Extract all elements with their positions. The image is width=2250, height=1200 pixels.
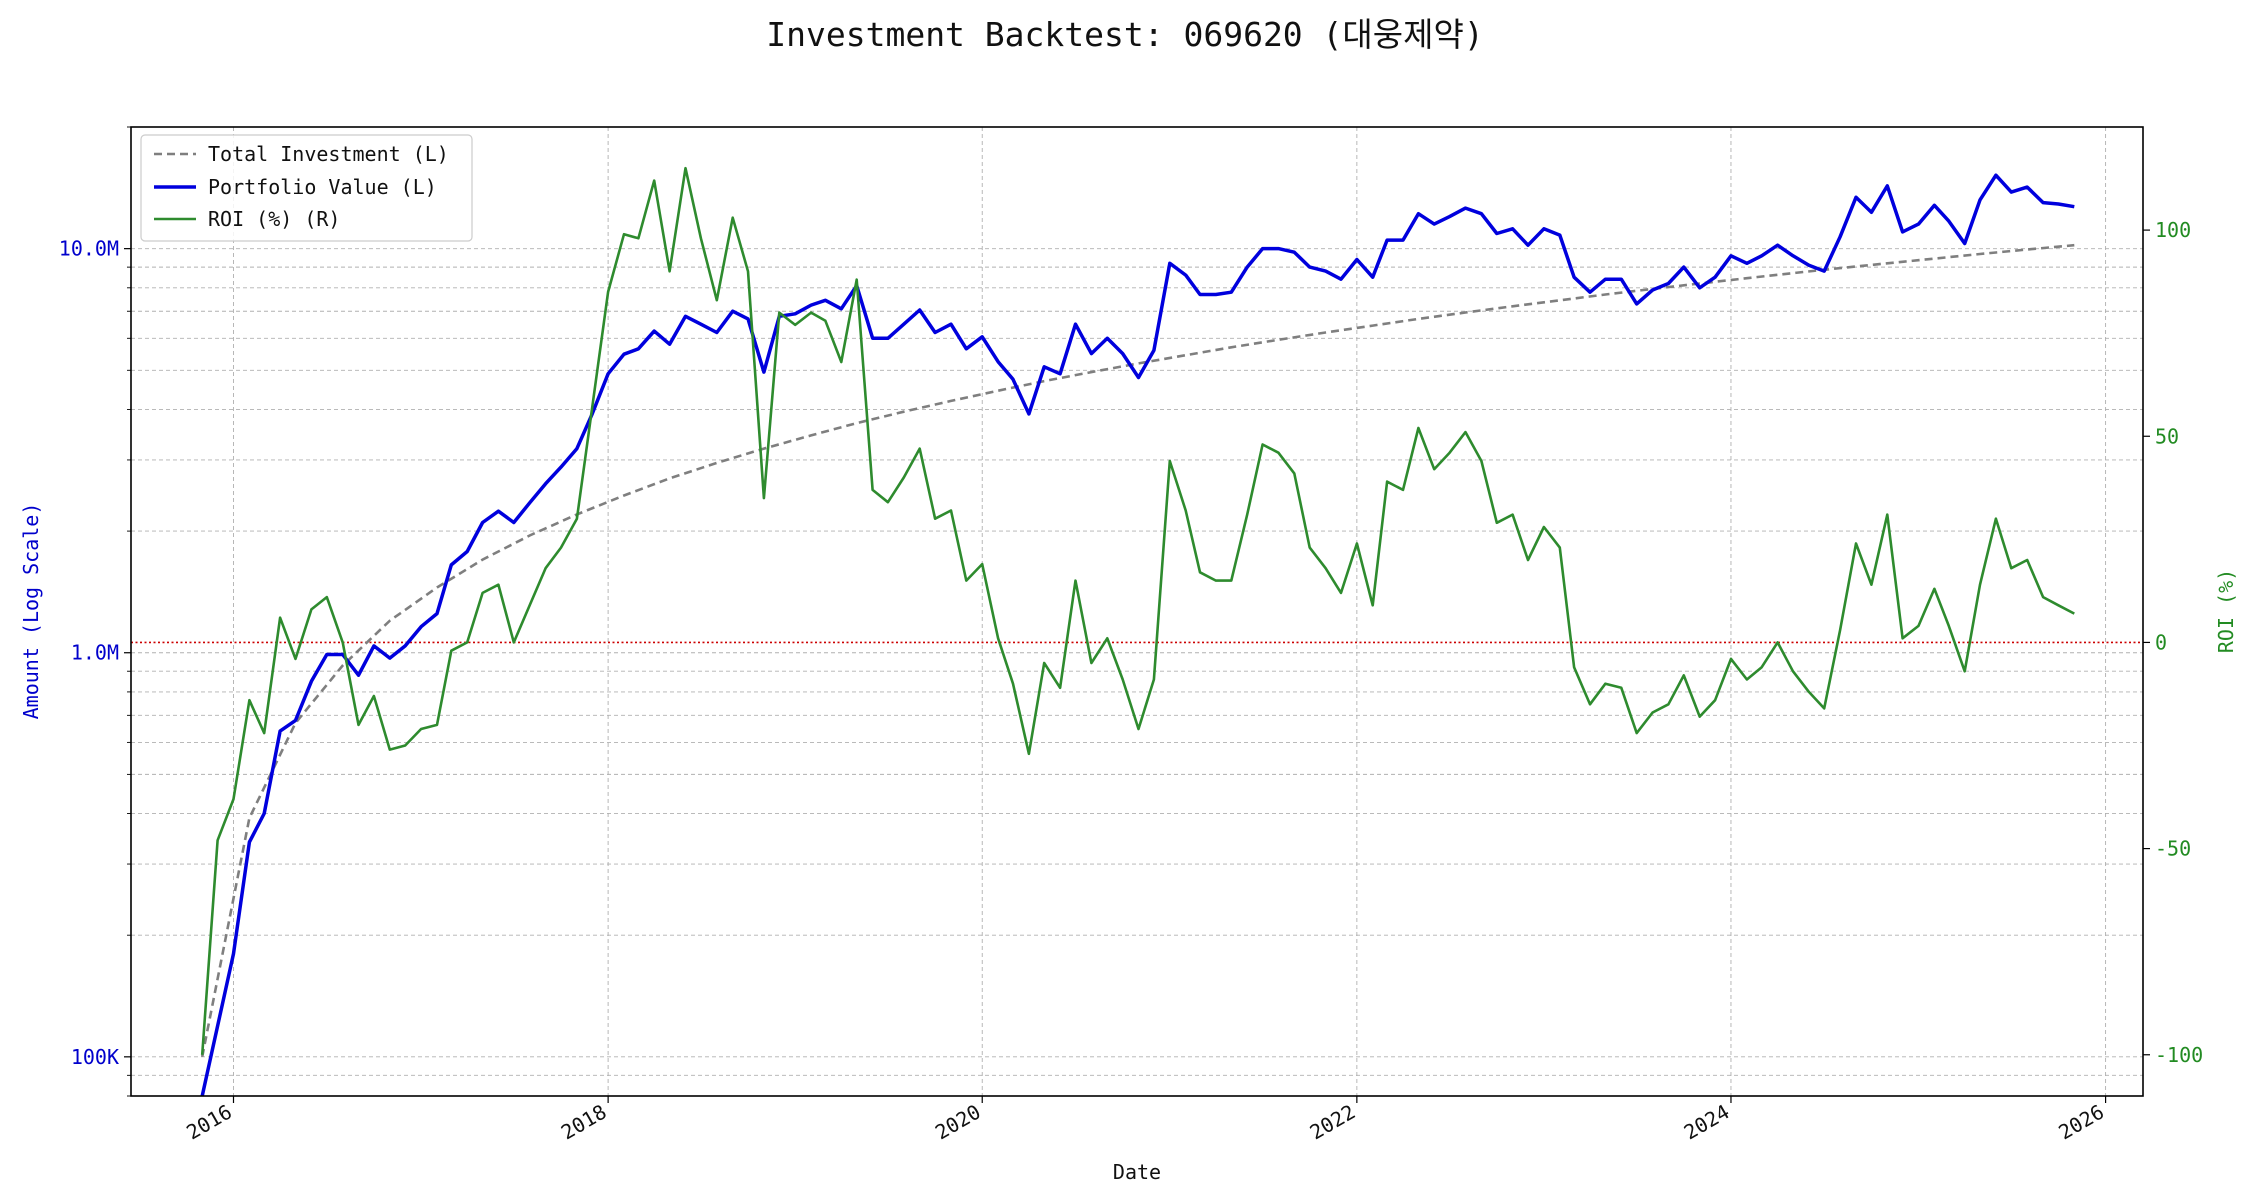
legend-box (140, 134, 473, 242)
legend-label-roi: ROI (%) (R) (208, 207, 340, 231)
right-tick-label: 100 (2155, 218, 2191, 242)
x-axis: 2016 2018 2020 2022 2024 2026 (182, 1096, 2108, 1144)
plot-frame (130, 126, 2144, 1097)
left-tick-label: 100K (71, 1045, 119, 1069)
legend: Total Investment (L) Portfolio Value (L)… (140, 134, 473, 242)
right-y-axis: -100 -50 0 50 100 (2143, 218, 2203, 1067)
legend-label-total-investment: Total Investment (L) (208, 142, 449, 166)
series-roi (200, 166, 2075, 1055)
x-tick-label: 2018 (557, 1100, 611, 1145)
x-tick-label: 2026 (2054, 1100, 2108, 1145)
right-tick-label: 50 (2155, 424, 2179, 448)
right-tick-label: 0 (2155, 630, 2167, 654)
legend-label-portfolio-value: Portfolio Value (L) (208, 175, 437, 199)
left-y-axis-label: Amount (Log Scale) (19, 503, 43, 720)
series-total-investment (200, 243, 2075, 1058)
x-tick-label: 2020 (931, 1100, 985, 1145)
left-tick-label: 1.0M (71, 641, 119, 665)
x-tick-label: 2024 (1680, 1100, 1734, 1145)
right-y-axis-label: ROI (%) (2214, 569, 2238, 653)
chart-title: Investment Backtest: 069620 (대웅제약) (766, 15, 1483, 54)
x-axis-label: Date (1113, 1160, 1161, 1184)
x-tick-label: 2016 (182, 1100, 236, 1145)
grid (131, 126, 2143, 1097)
series-lines (131, 166, 2143, 1097)
left-tick-label: 10.0M (59, 237, 119, 261)
left-y-axis: 100K 1.0M 10.0M (59, 126, 131, 1097)
series-portfolio-value (200, 173, 2075, 1097)
right-tick-label: -100 (2155, 1043, 2203, 1067)
x-tick-label: 2022 (1306, 1100, 1360, 1145)
right-tick-label: -50 (2155, 837, 2191, 861)
